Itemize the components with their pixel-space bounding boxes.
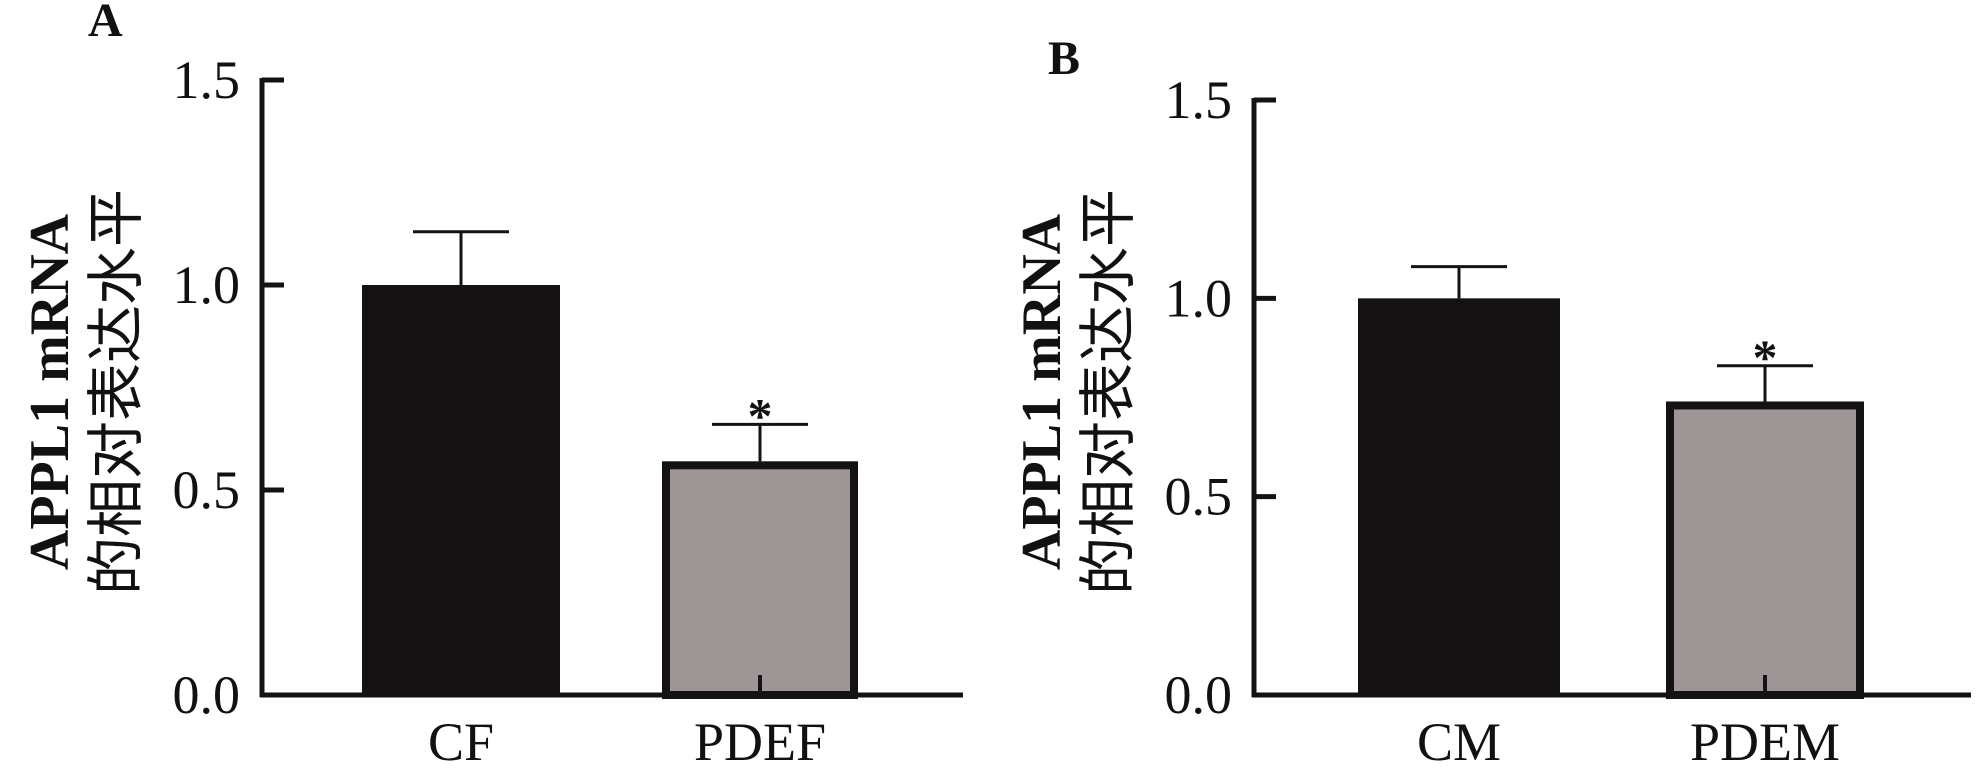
y-axis-label-line1: APPL1 mRNA (1011, 213, 1073, 570)
y-tick-label: 0.0 (1165, 665, 1233, 725)
x-tick-label: CF (428, 712, 494, 772)
panel-a: A APPL1 mRNA 的相对表达水平 CF * PDEF 0.0 0.5 1.0 1.5 (19, 0, 963, 772)
bar-pdem (1666, 401, 1864, 699)
y-axis-label-line2: 的相对表达水平 (1074, 189, 1142, 595)
y-tick-label: 1.5 (173, 50, 241, 110)
y-tick-label: 1.0 (1165, 268, 1233, 328)
significance-marker: * (748, 387, 773, 443)
bar-pdef (662, 461, 858, 699)
panel-b: B APPL1 mRNA 的相对表达水平 CM * PDEM 0.0 0.5 1.0 1.5 (1011, 32, 1971, 772)
x-tick-label: CM (1417, 712, 1501, 772)
y-tick-label: 0.5 (173, 460, 241, 520)
y-tick-label: 1.0 (173, 255, 241, 315)
bar-cm (1358, 298, 1560, 695)
x-tick-label: PDEF (694, 712, 826, 772)
significance-marker: * (1753, 329, 1778, 385)
panel-label: A (88, 0, 123, 47)
panel-label: B (1048, 32, 1080, 85)
y-tick-label: 1.5 (1165, 70, 1233, 130)
y-tick-label: 0.0 (173, 665, 241, 725)
y-axis-label-line1: APPL1 mRNA (19, 213, 81, 570)
y-tick-label: 0.5 (1165, 467, 1233, 527)
x-tick-label: PDEM (1690, 712, 1840, 772)
bar-cf (362, 285, 560, 695)
y-axis-label-line2: 的相对表达水平 (82, 189, 150, 595)
